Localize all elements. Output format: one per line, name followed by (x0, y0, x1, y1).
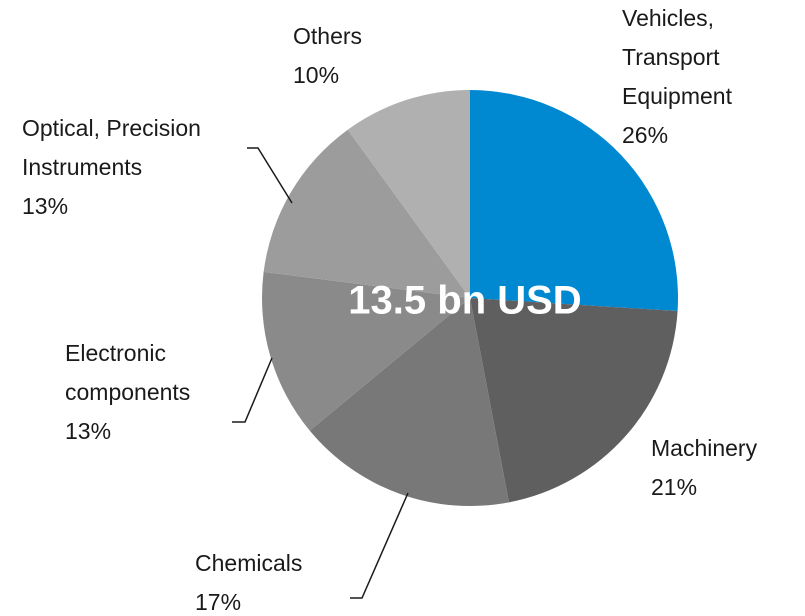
leader-line (232, 357, 273, 423)
slice (261, 271, 470, 431)
slices (261, 90, 678, 506)
value-label: 17% (195, 589, 241, 615)
center-label: 13.5 bn USD (348, 279, 581, 323)
leader-line (247, 147, 293, 204)
slice (309, 298, 509, 506)
category-label: Optical, Precision Instruments (22, 115, 207, 180)
label-line: Optical, Precision (22, 115, 207, 141)
category-label: Others (293, 23, 362, 49)
category-label: Electronic components (65, 340, 190, 405)
label-line: Instruments (22, 154, 142, 180)
label-line: Transport (622, 44, 726, 70)
category-label: Vehicles, Transport Equipment (622, 5, 733, 109)
value-label: 13% (65, 418, 111, 444)
category-label: Chemicals (195, 550, 302, 576)
value-label: 10% (293, 62, 339, 88)
label-line: Chemicals (195, 550, 302, 576)
label-line: Equipment (622, 83, 733, 109)
slice (347, 90, 470, 298)
value-label: 26% (622, 122, 668, 148)
label-line: Electronic (65, 340, 172, 366)
label-line: Machinery (651, 435, 758, 461)
category-label: Machinery (651, 435, 758, 461)
label-line: components (65, 379, 190, 405)
value-label: 13% (22, 193, 68, 219)
slice (263, 129, 470, 298)
label-line: Others (293, 23, 362, 49)
value-label: 21% (651, 474, 697, 500)
leader-line (350, 492, 409, 599)
label-line: Vehicles, (622, 5, 720, 31)
slice (470, 90, 678, 312)
slice (470, 298, 678, 503)
